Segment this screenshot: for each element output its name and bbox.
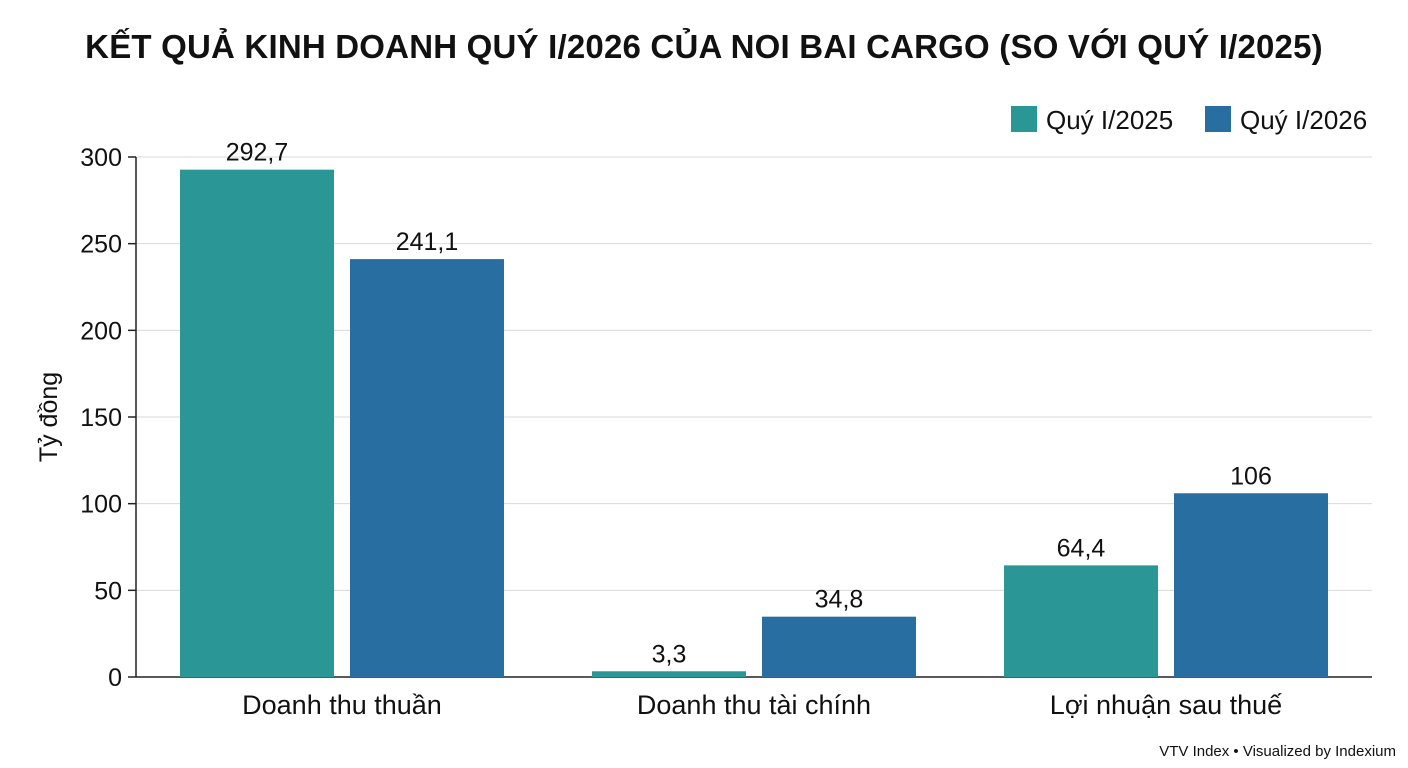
y-tick-label: 100 <box>80 491 122 519</box>
bar <box>592 671 746 677</box>
bar <box>1174 493 1328 677</box>
y-tick-label: 200 <box>80 317 122 345</box>
x-tick-label: Doanh thu thuần <box>242 690 442 720</box>
y-axis-label: Tỷ đồng <box>35 372 63 462</box>
data-label: 64,4 <box>1057 534 1106 562</box>
legend-label: Quý I/2025 <box>1046 105 1173 135</box>
y-tick-label: 250 <box>80 231 122 259</box>
legend-swatch <box>1205 106 1231 132</box>
data-label: 241,1 <box>396 228 459 256</box>
x-tick-label: Lợi nhuận sau thuế <box>1050 690 1282 720</box>
y-tick-label: 50 <box>94 577 122 605</box>
y-tick-label: 0 <box>108 664 122 692</box>
bar <box>350 259 504 677</box>
data-label: 34,8 <box>815 586 864 614</box>
data-label: 292,7 <box>226 139 289 167</box>
chart-title: KẾT QUẢ KINH DOANH QUÝ I/2026 CỦA NOI BA… <box>85 28 1323 65</box>
legend-swatch <box>1011 106 1037 132</box>
y-tick-label: 300 <box>80 144 122 172</box>
legend-label: Quý I/2026 <box>1240 105 1367 135</box>
source-credit: VTV Index • Visualized by Indexium <box>1159 743 1396 760</box>
bar <box>762 616 916 677</box>
y-tick-label: 150 <box>80 404 122 432</box>
data-label: 106 <box>1230 462 1272 490</box>
bar <box>1004 565 1158 677</box>
x-tick-label: Doanh thu tài chính <box>637 690 871 720</box>
bar <box>180 169 334 678</box>
data-label: 3,3 <box>652 640 687 668</box>
